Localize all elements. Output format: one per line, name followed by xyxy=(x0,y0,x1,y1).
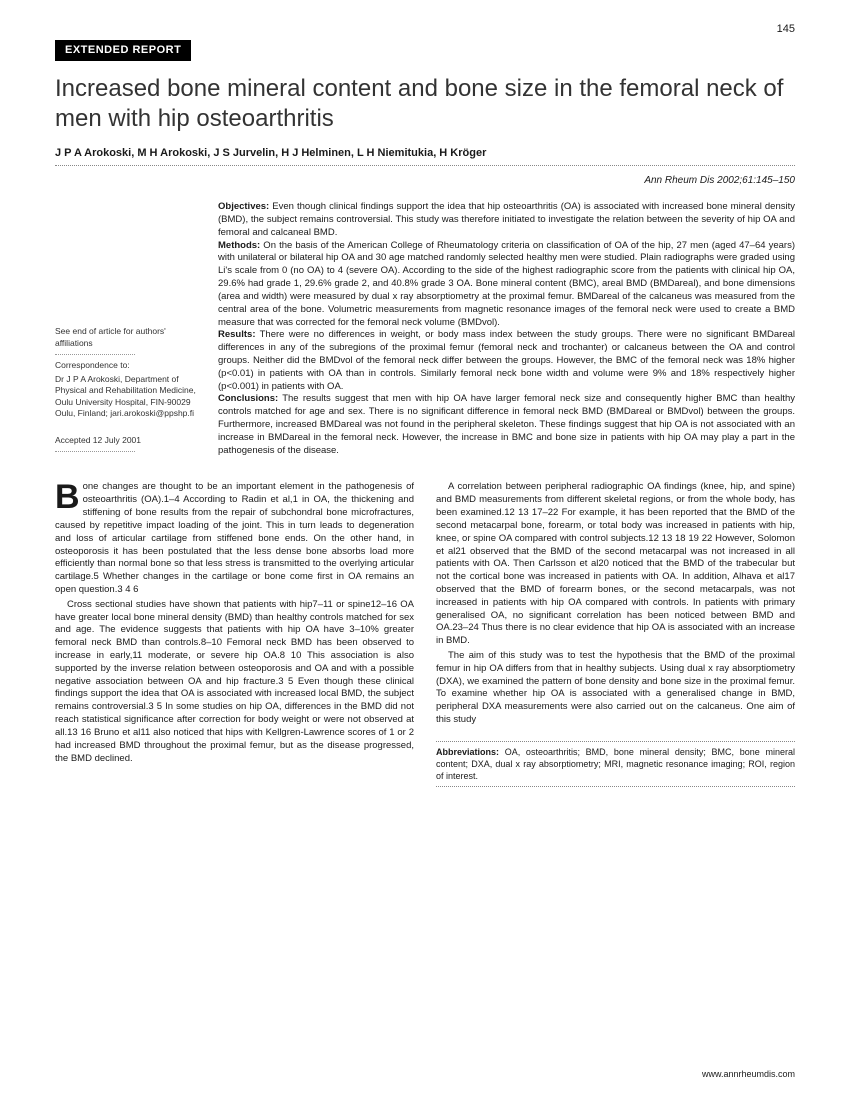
citation: Ann Rheum Dis 2002;61:145–150 xyxy=(55,174,795,188)
abstract-text: Objectives: Even though clinical finding… xyxy=(218,201,795,457)
correspondence-body: Dr J P A Arokoski, Department of Physica… xyxy=(55,374,200,420)
divider xyxy=(55,165,795,166)
body-p1: Bone changes are thought to be an import… xyxy=(55,481,414,596)
methods-text: On the basis of the American College of … xyxy=(218,240,795,328)
page-number: 145 xyxy=(777,22,795,37)
body-p3: A correlation between peripheral radiogr… xyxy=(436,481,795,648)
correspondence-label: Correspondence to: xyxy=(55,360,200,371)
see-end-note: See end of article for authors' affiliat… xyxy=(55,326,200,349)
divider xyxy=(436,786,795,787)
objectives-text: Even though clinical findings support th… xyxy=(218,201,795,238)
dropcap: B xyxy=(55,481,83,511)
body-columns: Bone changes are thought to be an import… xyxy=(55,481,795,787)
authors-line: J P A Arokoski, M H Arokoski, J S Jurvel… xyxy=(55,146,795,161)
methods-label: Methods: xyxy=(218,240,260,251)
divider xyxy=(436,741,795,742)
results-label: Results: xyxy=(218,329,255,340)
body-p2: Cross sectional studies have shown that … xyxy=(55,599,414,766)
mini-divider xyxy=(55,451,135,452)
footer-url: www.annrheumdis.com xyxy=(702,1068,795,1080)
conclusions-text: The results suggest that men with hip OA… xyxy=(218,393,795,455)
article-title: Increased bone mineral content and bone … xyxy=(55,74,795,134)
objectives-label: Objectives: xyxy=(218,201,269,212)
abbreviations-box: Abbreviations: OA, osteoarthritis; BMD, … xyxy=(436,741,795,787)
mini-divider xyxy=(55,354,135,355)
category-badge: EXTENDED REPORT xyxy=(55,40,191,61)
accepted-date: Accepted 12 July 2001 xyxy=(55,435,200,446)
body-p4: The aim of this study was to test the hy… xyxy=(436,650,795,727)
results-text: There were no differences in weight, or … xyxy=(218,329,795,391)
abstract-block: See end of article for authors' affiliat… xyxy=(55,201,795,457)
abbrev-label: Abbreviations: xyxy=(436,747,499,757)
sidebar-meta: See end of article for authors' affiliat… xyxy=(55,201,200,457)
body-p1-text: one changes are thought to be an importa… xyxy=(55,481,414,595)
conclusions-label: Conclusions: xyxy=(218,393,278,404)
